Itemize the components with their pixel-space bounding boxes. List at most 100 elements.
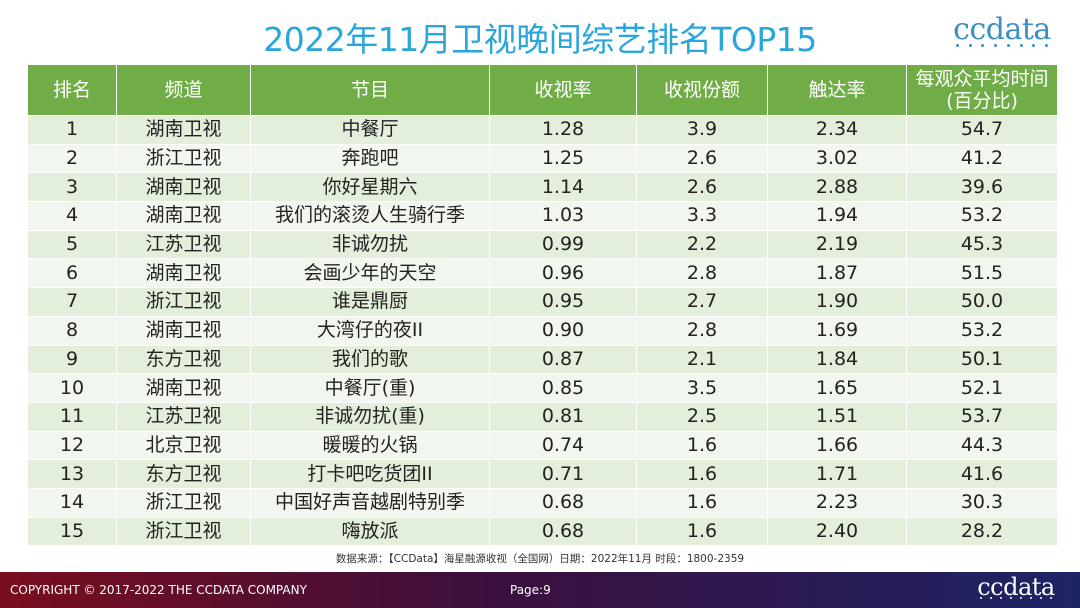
cell-program: 大湾仔的夜II: [250, 315, 490, 346]
table-body: 1 湖南卫视 中餐厅 1.28 3.9 2.34 54.7 2 浙江卫视 奔跑吧 1.25 2.6 3.…: [27, 115, 1058, 547]
cell-avg-time: 39.6: [906, 172, 1058, 203]
cell-reach: 1.66: [767, 430, 907, 461]
cell-reach: 2.88: [767, 172, 907, 203]
cell-rank: 13: [27, 459, 117, 489]
cell-program: 暖暖的火锅: [250, 430, 490, 461]
cell-share: 1.6: [636, 516, 768, 547]
cell-rank: 15: [27, 516, 117, 547]
cell-avg-time: 50.0: [906, 287, 1058, 317]
cell-channel: 浙江卫视: [116, 516, 251, 547]
header-rating: 收视率: [489, 64, 637, 116]
table-row: 3 湖南卫视 你好星期六 1.14 2.6 2.88 39.6: [27, 172, 1058, 203]
cell-program: 中国好声音越剧特别季: [250, 487, 490, 518]
cell-avg-time: 52.1: [906, 373, 1058, 403]
cell-rating: 0.96: [489, 258, 637, 289]
cell-rank: 10: [27, 373, 117, 403]
cell-program: 奔跑吧: [250, 143, 490, 174]
table-row: 14 浙江卫视 中国好声音越剧特别季 0.68 1.6 2.23 30.3: [27, 487, 1058, 518]
cell-avg-time: 41.2: [906, 143, 1058, 174]
header-avg-time: 每观众平均时间 (百分比): [906, 64, 1058, 116]
cell-share: 1.6: [636, 459, 768, 489]
cell-reach: 1.65: [767, 373, 907, 403]
ccdata-logo: ccdata: [948, 14, 1056, 54]
cell-avg-time: 53.2: [906, 201, 1058, 231]
cell-rating: 0.99: [489, 229, 637, 260]
page-number: Page:9: [510, 583, 551, 597]
cell-rank: 4: [27, 201, 117, 231]
header-program: 节目: [250, 64, 490, 116]
table-row: 13 东方卫视 打卡吧吃货团II 0.71 1.6 1.71 41.6: [27, 459, 1058, 489]
copyright-text: COPYRIGHT © 2017-2022 THE CCDATA COMPANY: [10, 583, 307, 597]
cell-channel: 浙江卫视: [116, 143, 251, 174]
footer-bar: COPYRIGHT © 2017-2022 THE CCDATA COMPANY…: [0, 572, 1080, 608]
cell-share: 3.5: [636, 373, 768, 403]
footer-logo: ccdata: [974, 574, 1058, 600]
cell-share: 1.6: [636, 430, 768, 461]
header-reach: 触达率: [767, 64, 907, 116]
cell-reach: 1.87: [767, 258, 907, 289]
cell-channel: 湖南卫视: [116, 115, 251, 145]
cell-rating: 0.81: [489, 401, 637, 432]
header-rank: 排名: [27, 64, 117, 116]
cell-rating: 0.68: [489, 516, 637, 547]
cell-program: 谁是鼎厨: [250, 287, 490, 317]
table-row: 10 湖南卫视 中餐厅(重) 0.85 3.5 1.65 52.1: [27, 373, 1058, 403]
cell-program: 会画少年的天空: [250, 258, 490, 289]
cell-channel: 湖南卫视: [116, 315, 251, 346]
cell-program: 嗨放派: [250, 516, 490, 547]
cell-program: 中餐厅(重): [250, 373, 490, 403]
cell-rank: 5: [27, 229, 117, 260]
cell-rating: 0.85: [489, 373, 637, 403]
cell-share: 3.9: [636, 115, 768, 145]
cell-avg-time: 50.1: [906, 344, 1058, 375]
cell-rank: 14: [27, 487, 117, 518]
cell-reach: 2.40: [767, 516, 907, 547]
cell-reach: 1.84: [767, 344, 907, 375]
cell-reach: 1.71: [767, 459, 907, 489]
cell-rating: 0.68: [489, 487, 637, 518]
cell-reach: 3.02: [767, 143, 907, 174]
cell-reach: 2.19: [767, 229, 907, 260]
cell-share: 2.6: [636, 143, 768, 174]
cell-avg-time: 53.7: [906, 401, 1058, 432]
cell-avg-time: 41.6: [906, 459, 1058, 489]
logo-text: ccdata: [953, 12, 1051, 47]
footer-logo-dots-icon: [974, 597, 1058, 599]
table-header-row: 排名 频道 节目 收视率 收视份额 触达率 每观众平均时间 (百分比): [27, 64, 1058, 116]
cell-channel: 江苏卫视: [116, 229, 251, 260]
cell-channel: 北京卫视: [116, 430, 251, 461]
table-row: 1 湖南卫视 中餐厅 1.28 3.9 2.34 54.7: [27, 115, 1058, 145]
cell-channel: 浙江卫视: [116, 287, 251, 317]
header-share: 收视份额: [636, 64, 768, 116]
table-row: 6 湖南卫视 会画少年的天空 0.96 2.8 1.87 51.5: [27, 258, 1058, 289]
table-row: 4 湖南卫视 我们的滚烫人生骑行季 1.03 3.3 1.94 53.2: [27, 201, 1058, 231]
cell-rating: 0.95: [489, 287, 637, 317]
cell-reach: 1.90: [767, 287, 907, 317]
cell-reach: 2.23: [767, 487, 907, 518]
cell-reach: 2.34: [767, 115, 907, 145]
cell-share: 3.3: [636, 201, 768, 231]
ranking-table: 排名 频道 节目 收视率 收视份额 触达率 每观众平均时间 (百分比) 1 湖南卫…: [27, 64, 1058, 547]
cell-rank: 9: [27, 344, 117, 375]
cell-share: 2.5: [636, 401, 768, 432]
table-row: 11 江苏卫视 非诚勿扰(重) 0.81 2.5 1.51 53.7: [27, 401, 1058, 432]
cell-reach: 1.51: [767, 401, 907, 432]
cell-channel: 湖南卫视: [116, 373, 251, 403]
cell-channel: 东方卫视: [116, 344, 251, 375]
cell-avg-time: 54.7: [906, 115, 1058, 145]
cell-rating: 0.87: [489, 344, 637, 375]
cell-avg-time: 44.3: [906, 430, 1058, 461]
table-row: 12 北京卫视 暖暖的火锅 0.74 1.6 1.66 44.3: [27, 430, 1058, 461]
page-title: 2022年11月卫视晚间综艺排名TOP15: [263, 20, 817, 59]
cell-rating: 1.28: [489, 115, 637, 145]
cell-channel: 江苏卫视: [116, 401, 251, 432]
table-row: 9 东方卫视 我们的歌 0.87 2.1 1.84 50.1: [27, 344, 1058, 375]
table-row: 7 浙江卫视 谁是鼎厨 0.95 2.7 1.90 50.0: [27, 287, 1058, 317]
cell-program: 打卡吧吃货团II: [250, 459, 490, 489]
cell-program: 我们的歌: [250, 344, 490, 375]
cell-avg-time: 45.3: [906, 229, 1058, 260]
logo-dots-icon: [948, 44, 1056, 47]
cell-program: 我们的滚烫人生骑行季: [250, 201, 490, 231]
cell-program: 非诚勿扰(重): [250, 401, 490, 432]
cell-share: 2.1: [636, 344, 768, 375]
